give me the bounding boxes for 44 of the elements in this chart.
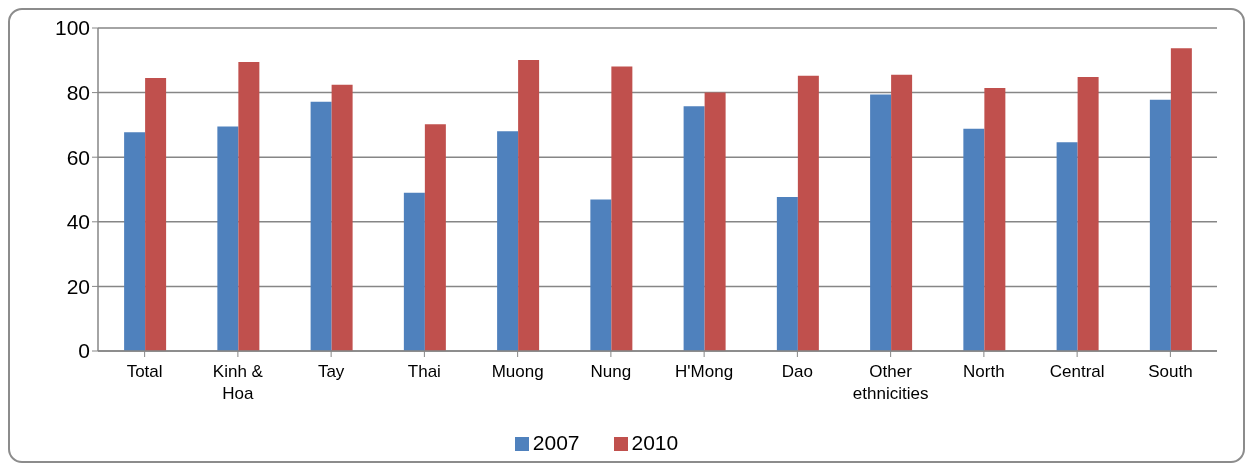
bar	[424, 124, 446, 351]
legend-label: 2007	[532, 431, 580, 454]
x-tick-label: H'Mong	[675, 362, 734, 381]
y-tick-label: 0	[78, 339, 90, 363]
x-tick-label: Other ethnicities	[852, 362, 929, 403]
bar	[331, 84, 353, 351]
bar	[984, 88, 1006, 351]
y-tick-label: 20	[66, 274, 90, 298]
bar	[590, 199, 612, 351]
bar	[1056, 142, 1078, 351]
bar	[776, 196, 798, 351]
bar	[403, 192, 425, 351]
bar	[963, 128, 985, 351]
bar	[124, 132, 146, 351]
y-tick-label: 100	[54, 16, 90, 40]
bar	[310, 101, 332, 351]
x-tick-label: Kinh & Hoa	[212, 362, 264, 403]
bar	[683, 106, 705, 351]
x-tick-label: Tay	[317, 362, 345, 381]
x-tick-label: South	[1148, 362, 1193, 381]
bar	[497, 131, 519, 351]
bar	[1077, 77, 1099, 351]
legend-label: 2010	[631, 431, 679, 454]
bar	[145, 78, 167, 351]
bar	[797, 75, 819, 351]
bar	[217, 126, 239, 351]
x-tick-label: Muong	[491, 362, 544, 381]
y-tick-label: 40	[66, 210, 90, 234]
x-tick-label: Dao	[781, 362, 813, 381]
x-tick-label: Central	[1049, 362, 1105, 381]
x-tick-label: Nung	[590, 362, 632, 381]
bar	[518, 59, 540, 351]
bar	[238, 61, 260, 351]
bar	[870, 94, 892, 351]
bar	[1170, 48, 1192, 351]
bar	[891, 74, 913, 351]
bar	[1149, 99, 1171, 351]
y-tick-label: 80	[66, 81, 90, 105]
x-tick-label: Total	[126, 362, 163, 381]
x-tick-label: North	[963, 362, 1005, 381]
bar	[704, 92, 726, 351]
bar	[611, 66, 633, 351]
y-tick-label: 60	[66, 145, 90, 169]
x-tick-label: Thai	[407, 362, 441, 381]
